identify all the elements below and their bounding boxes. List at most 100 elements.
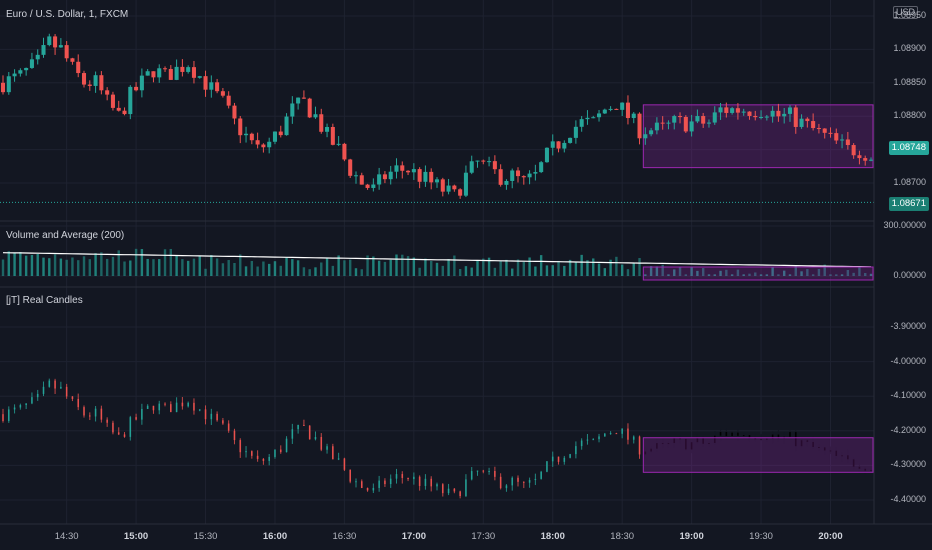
candle-body [625,102,630,119]
volume-bar [829,274,832,276]
volume-bar [678,266,682,276]
price-tick-real: -4.40000 [890,494,926,504]
volume-bar [105,258,109,276]
candle-body [411,169,416,173]
volume-bar [447,259,450,276]
volume-bars[interactable] [1,248,873,276]
volume-bar [279,265,282,276]
real-candle-body [60,386,62,389]
real-candle-body [586,439,589,441]
candle-body [400,165,405,171]
real-candle-body [540,471,542,479]
candle-body [498,169,503,185]
candle-body [105,90,110,95]
real-candle-body [389,478,392,485]
candle-body [12,73,17,77]
candle-body [122,110,127,115]
volume-bar [36,254,39,276]
price-tick-volume: 0.00000 [893,270,926,280]
real-candle-body [71,396,74,399]
candle-body [371,184,376,188]
candle-body [568,137,573,143]
real-candle-body [632,436,635,440]
volume-bar [696,270,699,276]
candle-body [857,155,862,159]
volume-bar [77,260,80,276]
candle-body [301,97,306,99]
real-candles[interactable] [2,378,872,499]
candle-body [388,171,393,180]
real-candle-body [279,449,282,453]
volume-bar [406,256,410,276]
volume-pane-title[interactable]: Volume and Average (200) [6,230,125,241]
real-candle-body [644,451,647,455]
real-candle-body [499,476,502,489]
highlight-rect-real [642,437,874,473]
volume-bar [163,249,167,276]
candle-body [58,45,63,48]
real-candle-body [592,439,595,441]
real-candle-body [748,435,751,439]
volume-bar [580,254,583,276]
real-candle-body [690,442,693,450]
real-candle-body [604,433,606,437]
volume-bar [707,274,711,276]
candle-body [81,73,87,85]
real-candle-body [360,481,363,489]
volume-bar [719,270,722,276]
real-candle-body [222,420,224,424]
candle-body [238,118,243,136]
candle-body [145,71,150,76]
volume-bar [395,254,398,276]
real-candle-body [31,397,33,404]
candle-body [417,169,422,182]
real-candle-body [673,438,676,444]
volume-bar [835,274,838,276]
candle-body [330,127,335,145]
volume-bar [175,255,178,276]
candle-body [261,144,266,148]
candle-body [695,116,700,122]
volume-bar [522,261,525,276]
main-candles[interactable] [0,33,874,199]
real-candle-body [771,434,774,439]
real-candle-body [395,474,398,479]
real-candle-body [193,402,195,411]
currency-label[interactable]: USD [892,6,918,19]
real-candles-pane-title[interactable]: [jT] Real Candles [6,295,83,306]
real-candle-body [563,457,566,462]
candle-body [811,121,816,129]
candle-body [226,95,231,106]
candle-body [614,108,619,110]
real-candle-body [413,476,415,480]
volume-bar [360,269,363,276]
volume-bar [684,274,688,276]
volume-bar [441,265,444,276]
candle-body [348,159,353,176]
volume-bar [864,272,867,276]
volume-bar [493,267,497,276]
candle-body [423,171,428,182]
candle-body [840,139,845,141]
chart-title[interactable]: Euro / U.S. Dollar, 1, FXCM [6,9,129,20]
volume-bar [94,253,97,276]
real-candle-body [528,480,531,483]
real-candle-body [465,479,467,497]
candle-body [284,116,289,136]
real-candle-body [77,398,80,408]
volume-bar [534,266,537,276]
real-candle-body [517,477,519,482]
volume-bar [771,267,774,276]
candle-body [689,121,694,132]
volume-bar [620,264,624,276]
real-candle-body [829,450,832,452]
real-candle-body [713,435,716,444]
candle-body [215,82,220,92]
level-price-badge: 1.08671 [888,197,929,211]
volume-bar [713,274,716,276]
volume-bar [366,255,369,276]
price-tick-real: -4.10000 [890,390,926,401]
volume-bar [823,264,826,276]
volume-bar [557,260,560,276]
